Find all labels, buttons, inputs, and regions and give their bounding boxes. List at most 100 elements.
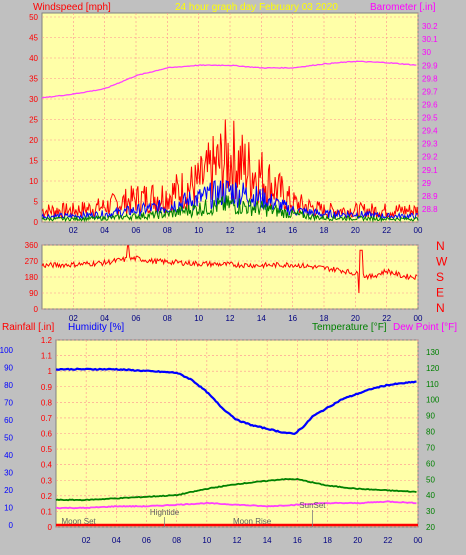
wind-panel-x-tick: 04 [100,226,109,235]
windspeed-y-tick: 10 [29,177,38,186]
direction-panel-x-tick: 20 [351,314,360,323]
direction-panel-x-tick: 08 [163,314,172,323]
compass-label: S [436,270,444,284]
barometer-y-tick: 29.1 [422,166,438,175]
temperature-y-tick: 130 [426,348,440,357]
hightide-annotation: Hightide [150,508,180,517]
dewpoint-line [55,500,417,510]
wind-panel-x-tick: 08 [163,226,172,235]
compass-label: N [436,301,445,315]
rainfall-y-tick: 0.3 [41,476,53,485]
climate-panel-x-tick: 10 [202,536,211,545]
humidity-y-tick: 80 [4,381,13,390]
climate-panel-x-tick: 12 [233,536,242,545]
barometer-y-tick: 30.2 [422,22,438,31]
barometer-y-tick: 29.2 [422,153,438,162]
rainfall-y-tick: 0.1 [41,507,53,516]
humidity-y-tick: 10 [4,504,13,513]
temperature-axis-label: Temperature [°F] [312,322,387,333]
direction-panel-x-tick: 12 [226,314,235,323]
wind-panel-x-tick: 02 [69,226,78,235]
barometer-y-tick: 29.8 [422,74,438,83]
humidity-y-tick: 100 [0,346,14,355]
rainfall-y-tick: 0.2 [41,492,53,501]
chart-title: 24 hour graph day February 03 2020 [175,2,338,13]
direction-y-tick: 180 [25,273,39,282]
barometer-y-tick: 29.9 [422,61,438,70]
windspeed-y-tick: 15 [29,157,38,166]
direction-y-tick: 0 [34,305,39,314]
barometer-y-tick: 30.1 [422,35,438,44]
sunset-annotation: SunSet [299,501,326,510]
direction-panel-x-tick: 14 [257,314,266,323]
moonrise-annotation: Moon Rise [233,517,272,526]
climate-panel-x-tick: 00 [414,536,423,545]
temperature-y-tick: 40 [426,491,435,500]
windspeed-y-tick: 50 [29,13,38,22]
climate-panel-x-tick: 06 [142,536,151,545]
humidity-y-tick: 0 [9,521,14,530]
rainfall-y-tick: 1.2 [41,336,53,345]
direction-y-tick: 90 [29,289,38,298]
humidity-y-tick: 30 [4,469,13,478]
wind-gust-line [41,119,419,220]
temperature-y-tick: 70 [426,443,435,452]
climate-panel-x-tick: 14 [263,536,272,545]
temperature-y-tick: 90 [426,412,435,421]
climate-panel-x-tick: 08 [172,536,181,545]
wind-panel-x-tick: 12 [226,226,235,235]
humidity-y-tick: 70 [4,399,13,408]
direction-panel-x-tick: 22 [382,314,391,323]
humidity-y-tick: 20 [4,486,13,495]
barometer-axis-label: Barometer [.in] [370,2,436,13]
barometer-y-tick: 29.5 [422,114,438,123]
wind-panel-x-tick: 06 [132,226,141,235]
temperature-line [55,477,417,502]
temperature-y-tick: 60 [426,459,435,468]
windspeed-y-tick: 35 [29,75,38,84]
wind-panel-x-tick: 22 [382,226,391,235]
humidity-line [55,367,417,436]
humidity-y-tick: 40 [4,451,13,460]
windspeed-y-tick: 20 [29,136,38,145]
barometer-y-tick: 28.9 [422,192,438,201]
climate-panel-x-tick: 22 [383,536,392,545]
direction-panel-x-tick: 18 [320,314,329,323]
rainfall-y-tick: 1 [48,367,53,376]
direction-y-tick: 360 [25,241,39,250]
climate-panel-x-tick: 18 [323,536,332,545]
humidity-y-tick: 90 [4,364,13,373]
wind-direction-line [41,245,418,294]
barometer-y-tick: 29.3 [422,140,438,149]
direction-panel-x-tick: 06 [132,314,141,323]
humidity-y-tick: 50 [4,434,13,443]
windspeed-y-tick: 45 [29,34,38,43]
humidity-y-tick: 60 [4,416,13,425]
temperature-y-tick: 30 [426,507,435,516]
wind-panel-x-tick: 20 [351,226,360,235]
rainfall-y-tick: 0.4 [41,461,53,470]
wind-low-line [41,195,419,223]
wind-panel-x-tick: 00 [414,226,423,235]
direction-panel-x-tick: 16 [288,314,297,323]
direction-panel-x-tick: 00 [414,314,423,323]
windspeed-y-tick: 5 [34,198,39,207]
rainfall-y-tick: 0 [48,523,53,532]
climate-panel-x-tick: 02 [82,536,91,545]
windspeed-y-tick: 30 [29,95,38,104]
climate-panel-x-tick: 20 [353,536,362,545]
barometer-y-tick: 29.4 [422,127,438,136]
rainfall-y-tick: 0.9 [41,383,53,392]
barometer-y-tick: 30 [422,48,431,57]
barometer-y-tick: 28.8 [422,205,438,214]
compass-label: W [436,255,448,269]
rainfall-y-tick: 0.5 [41,445,53,454]
rainfall-y-tick: 0.6 [41,430,53,439]
direction-y-tick: 270 [25,257,39,266]
temperature-y-tick: 100 [426,396,440,405]
humidity-axis-label: Humidity [%] [68,322,124,333]
compass-label: N [436,239,445,253]
rainfall-y-tick: 0.7 [41,414,53,423]
rainfall-y-tick: 1.1 [41,352,53,361]
